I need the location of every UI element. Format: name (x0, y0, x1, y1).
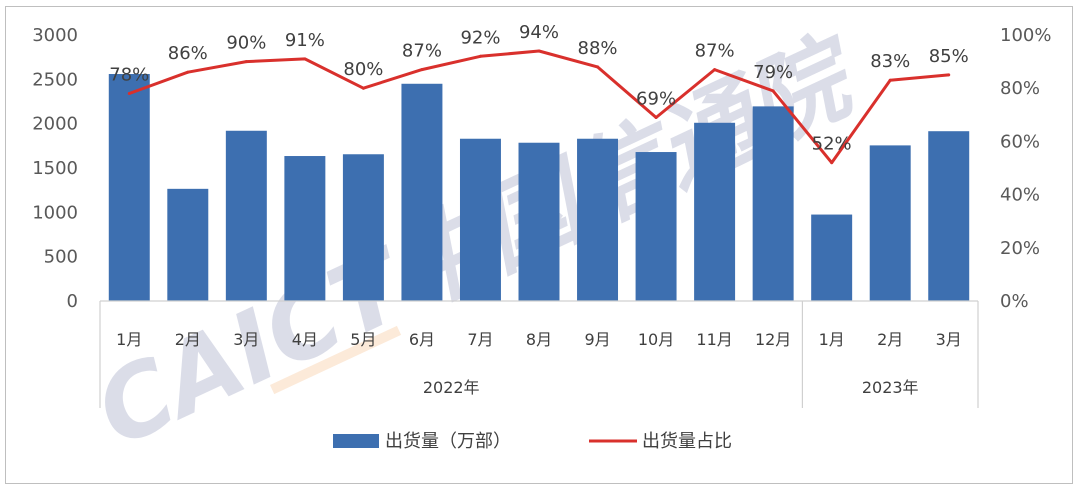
line-point (420, 68, 424, 72)
bar (518, 142, 560, 301)
right-tick-label: 40% (1000, 185, 1040, 206)
line-point (888, 78, 892, 82)
line-series: 78% 86% 90% 91% 80% 87% 92% 94% 88% 69% 87% 79% 52% 8… (109, 22, 969, 165)
right-tick-label: 100% (1000, 25, 1051, 46)
bar (577, 138, 619, 301)
category-label: 3月 (936, 330, 962, 349)
category-label: 6月 (409, 330, 435, 349)
category-label: 7月 (467, 330, 493, 349)
group-label: 2022年 (423, 378, 480, 397)
left-tick-label: 3000 (32, 25, 78, 46)
line-point (771, 89, 775, 93)
category-label: 4月 (292, 330, 318, 349)
left-tick-label: 0 (67, 291, 78, 312)
left-tick-label: 500 (44, 247, 78, 268)
category-label: 5月 (350, 330, 376, 349)
category-label: 11月 (696, 330, 732, 349)
data-label: 79% (753, 62, 793, 83)
left-y-axis: 0 500 1000 1500 2000 2500 3000 (32, 25, 78, 312)
data-label: 92% (460, 27, 500, 48)
right-y-axis: 0% 20% 40% 60% 80% 100% (1000, 25, 1051, 312)
category-label: 1月 (116, 330, 142, 349)
data-label: 86% (168, 43, 208, 64)
right-tick-label: 0% (1000, 291, 1029, 312)
left-tick-label: 1500 (32, 158, 78, 179)
line-point (596, 65, 600, 69)
category-label: 2月 (175, 330, 201, 349)
bar (635, 152, 677, 301)
x-axis: 1月 2月 3月 4月 5月 6月 7月 8月 9月 10月 11月 12月 1月 2月 3月 2022年 20… (99, 300, 979, 408)
line-point (244, 60, 248, 64)
bar (284, 156, 326, 301)
left-tick-label: 2500 (32, 69, 78, 90)
bar (869, 145, 911, 301)
line-point (186, 70, 190, 74)
bar (811, 214, 853, 301)
line-point (478, 54, 482, 58)
line-point (654, 115, 658, 119)
bar (752, 106, 794, 301)
line-point (537, 49, 541, 53)
bar (928, 131, 970, 301)
bar (694, 122, 736, 301)
data-label: 69% (636, 88, 676, 109)
line-point (713, 68, 717, 72)
group-label: 2023年 (862, 378, 919, 397)
category-label: 8月 (526, 330, 552, 349)
category-label: 1月 (819, 330, 845, 349)
legend-line-label: 出货量占比 (642, 431, 732, 452)
legend-bar-label: 出货量（万部） (385, 431, 511, 452)
data-label: 52% (812, 134, 852, 155)
bar (225, 130, 267, 301)
category-label: 10月 (638, 330, 674, 349)
data-label: 88% (578, 38, 618, 59)
data-label: 87% (402, 41, 442, 62)
line-point (127, 92, 131, 96)
category-label: 12月 (755, 330, 791, 349)
right-tick-label: 80% (1000, 78, 1040, 99)
data-label: 80% (343, 59, 383, 80)
data-label: 78% (109, 65, 149, 86)
data-label: 87% (695, 41, 735, 62)
category-label: 2月 (877, 330, 903, 349)
legend: 出货量（万部） 出货量占比 (333, 431, 732, 452)
bar (459, 138, 501, 301)
data-label: 94% (519, 22, 559, 43)
category-label: 9月 (584, 330, 610, 349)
legend-bar-swatch (333, 434, 379, 448)
data-label: 85% (929, 46, 969, 67)
bar-series (108, 74, 970, 302)
category-label: 3月 (233, 330, 259, 349)
line-point (303, 57, 307, 61)
left-tick-label: 1000 (32, 202, 78, 223)
line-point (947, 73, 951, 77)
bar (401, 83, 443, 302)
left-tick-label: 2000 (32, 114, 78, 135)
bar (342, 154, 384, 301)
data-label: 90% (226, 33, 266, 54)
bar (167, 188, 209, 301)
line-point (361, 86, 365, 90)
line-point (830, 161, 834, 165)
data-label: 83% (870, 51, 910, 72)
right-tick-label: 20% (1000, 238, 1040, 259)
bar (108, 74, 150, 301)
right-tick-label: 60% (1000, 131, 1040, 152)
watermark-stripe (270, 325, 402, 395)
data-label: 91% (285, 30, 325, 51)
